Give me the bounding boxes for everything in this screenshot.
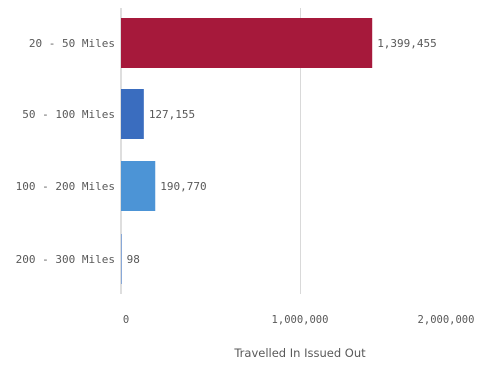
x-axis-title: Travelled In Issued Out [233, 346, 366, 360]
x-tick-label: 1,000,000 [272, 314, 329, 326]
value-label: 98 [127, 253, 140, 266]
value-label: 1,399,455 [377, 37, 437, 50]
bars [121, 18, 373, 284]
category-label: 50 - 100 Miles [22, 108, 115, 121]
bar [121, 161, 156, 211]
value-label: 190,770 [160, 180, 206, 193]
bar [121, 18, 373, 68]
bar [121, 89, 144, 139]
category-label: 20 - 50 Miles [29, 37, 115, 50]
category-label: 100 - 200 Miles [16, 180, 115, 193]
x-tick-label: 2,000,000 [418, 314, 475, 326]
x-tick-label: 0 [123, 314, 129, 326]
value-label: 127,155 [149, 108, 195, 121]
labels: 0 1,000,000 2,000,000 20 - 50 Miles 1,399,45… [16, 37, 475, 326]
category-label: 200 - 300 Miles [16, 253, 115, 266]
bar [121, 234, 122, 284]
